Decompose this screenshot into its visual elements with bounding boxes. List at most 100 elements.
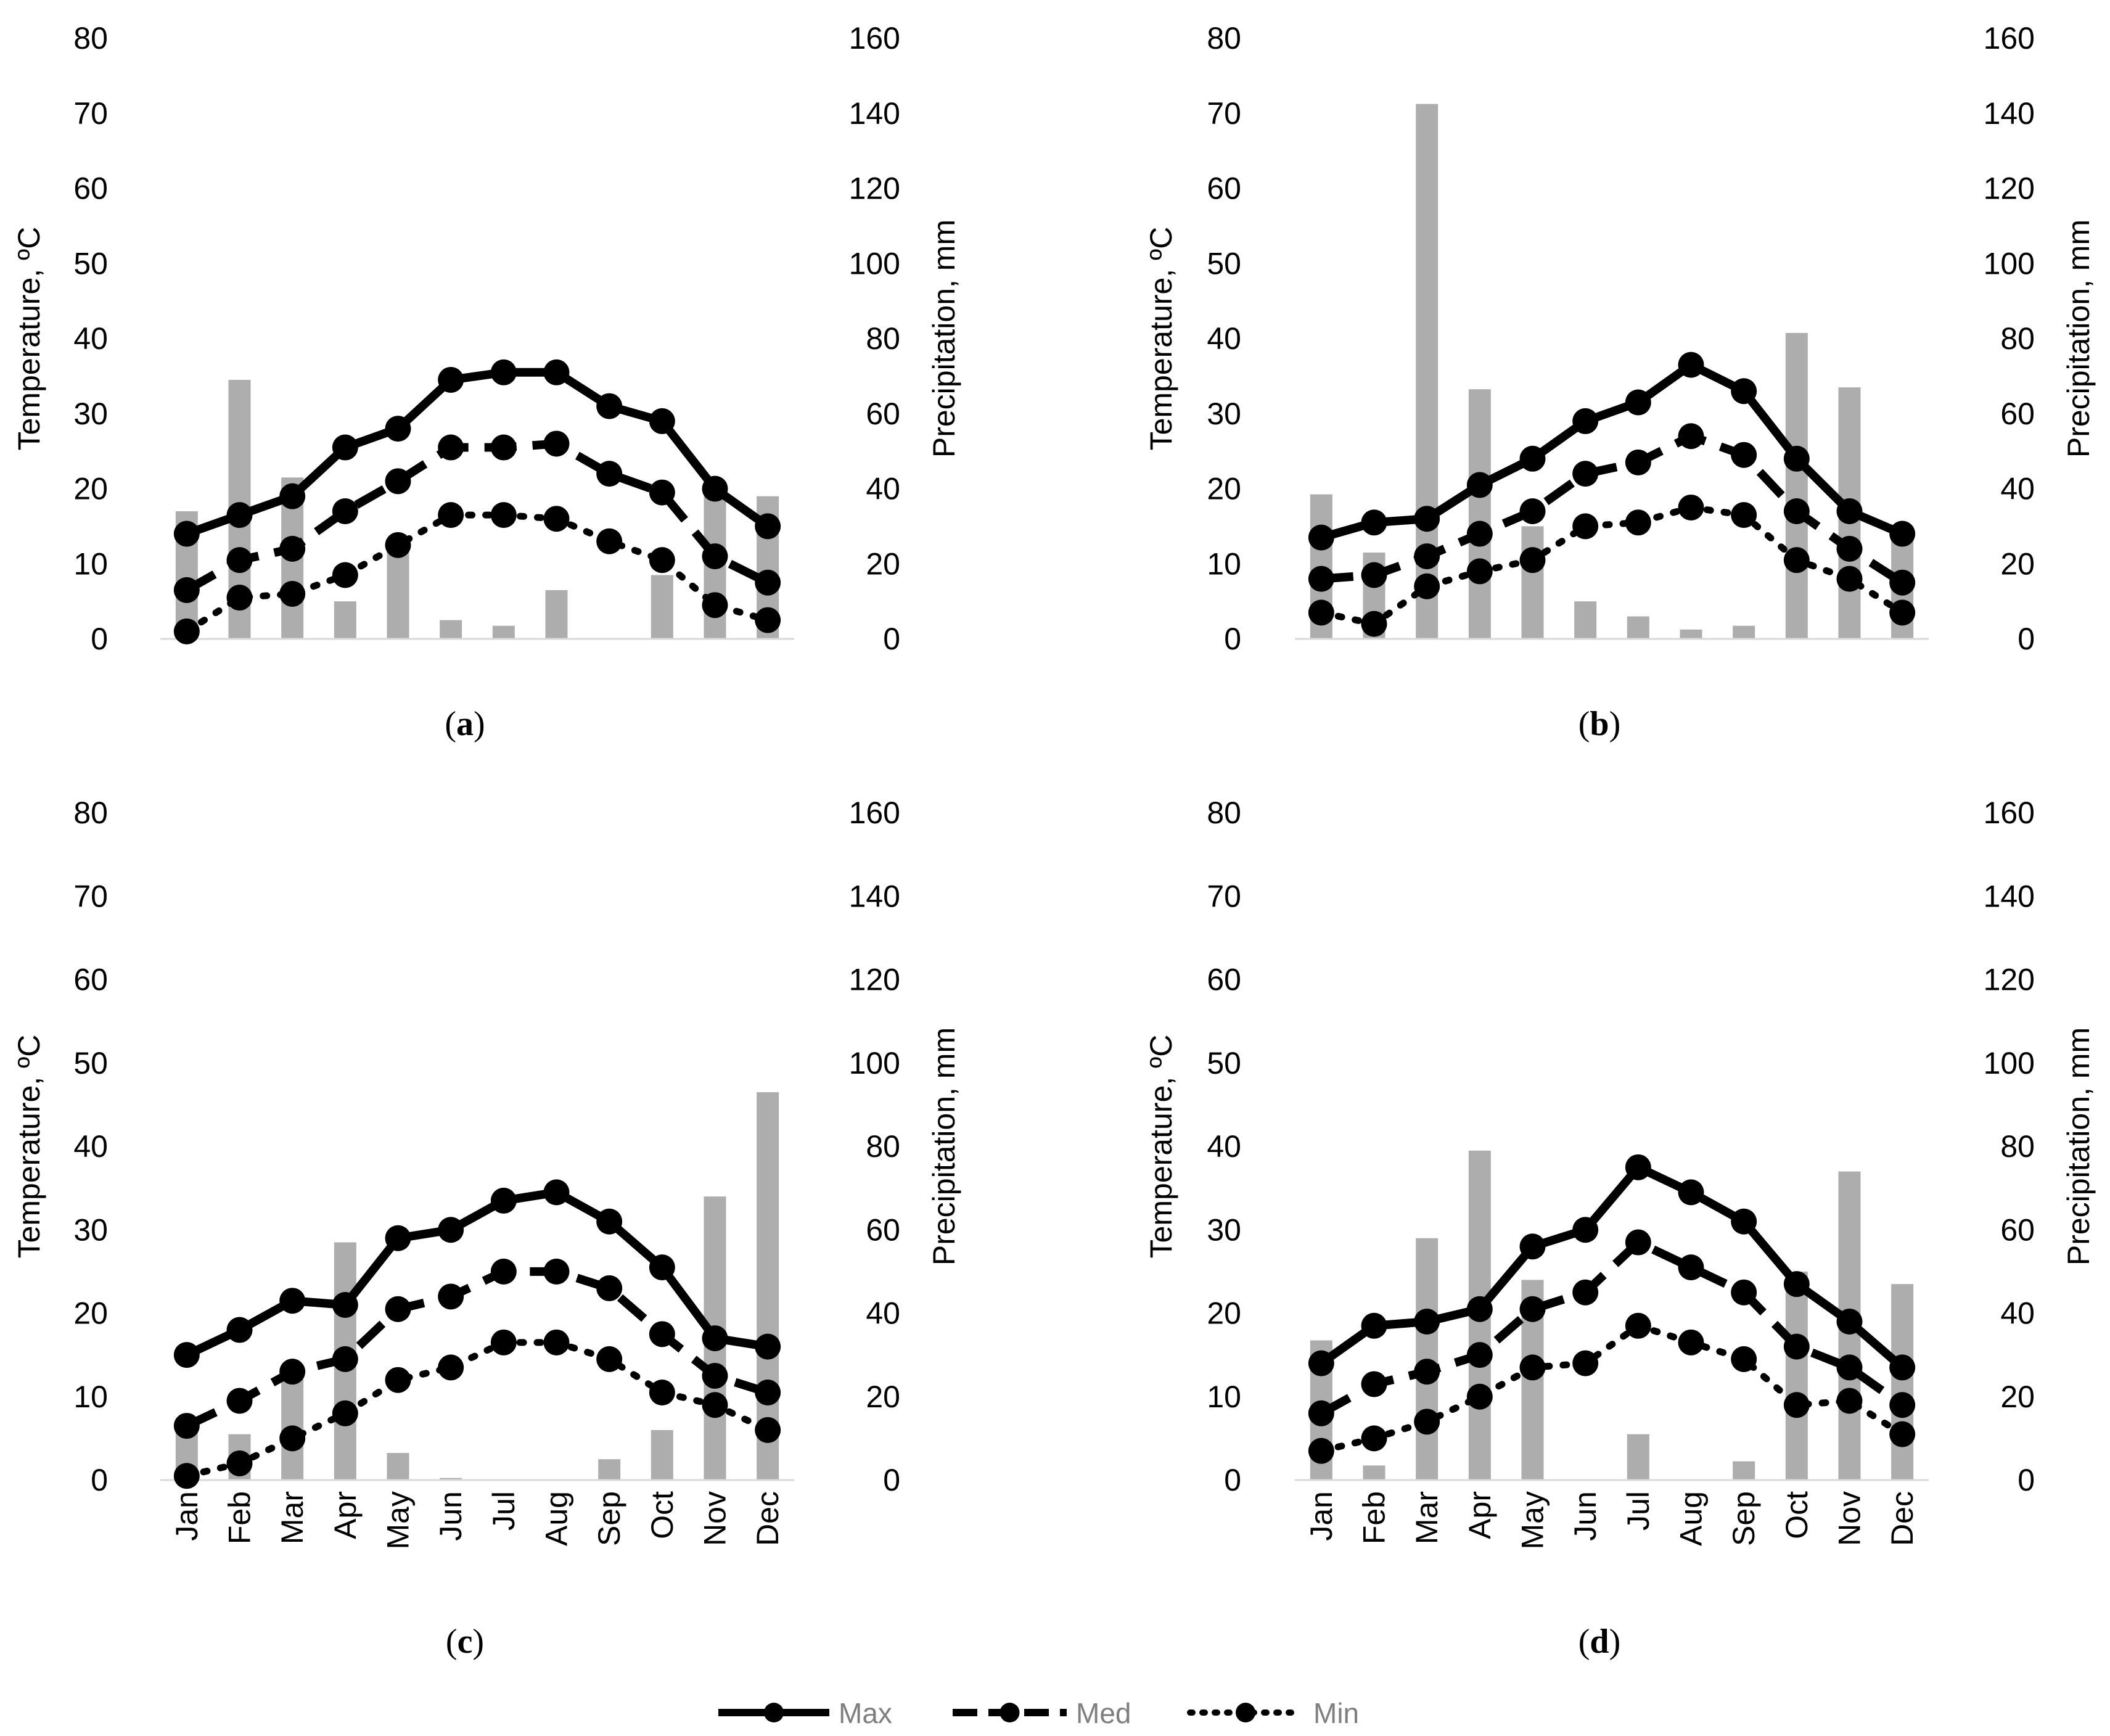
y2tick-label: 60 bbox=[866, 397, 900, 431]
point-med-sep bbox=[596, 1275, 623, 1301]
y2tick-label: 120 bbox=[849, 171, 900, 206]
ytick-label: 50 bbox=[73, 1046, 108, 1080]
y2tick-label: 80 bbox=[866, 321, 900, 356]
point-med-oct bbox=[649, 1321, 675, 1347]
point-max-apr bbox=[1466, 472, 1493, 498]
point-max-aug bbox=[543, 1179, 570, 1206]
precip-bar-may bbox=[1521, 526, 1544, 639]
chart-panel-3: 0 10 20 30 40 50 60 70 80 0 20 40 60 80 100 120 140 160 Te… bbox=[12, 796, 961, 1661]
point-max-dec bbox=[755, 513, 781, 540]
point-med-feb bbox=[226, 1388, 253, 1414]
series-line-med bbox=[184, 439, 770, 594]
y2tick-label: 160 bbox=[1984, 21, 2035, 56]
ytick-label: 80 bbox=[73, 796, 108, 830]
point-med-feb bbox=[1361, 1371, 1387, 1397]
ytick-label: 40 bbox=[1207, 1129, 1241, 1164]
point-med-sep bbox=[1731, 442, 1757, 468]
point-min-may bbox=[385, 532, 411, 558]
precip-bar-dec bbox=[1891, 1284, 1914, 1480]
ytick-label: 10 bbox=[73, 1380, 108, 1414]
point-min-jul bbox=[490, 1329, 517, 1355]
point-max-mar bbox=[1414, 506, 1440, 532]
y2tick-label: 40 bbox=[2000, 472, 2035, 506]
precip-bar-sep bbox=[598, 1459, 621, 1480]
precip-bar-jul bbox=[1627, 1434, 1649, 1480]
series-line-max bbox=[1318, 1162, 1905, 1371]
point-min-jun bbox=[1572, 1350, 1599, 1376]
ytick-label: 80 bbox=[1207, 21, 1241, 56]
point-med-dec bbox=[755, 569, 781, 596]
point-med-aug bbox=[543, 430, 570, 457]
ytick-label: 70 bbox=[73, 96, 108, 131]
xtick-label-jan: Jan bbox=[1304, 1491, 1339, 1541]
point-med-jan bbox=[173, 1413, 200, 1439]
xtick-label-aug: Aug bbox=[540, 1491, 574, 1546]
xtick-label-feb: Feb bbox=[1357, 1491, 1392, 1544]
ytick-label: 60 bbox=[1207, 171, 1241, 206]
ytick-label: 40 bbox=[73, 1129, 108, 1164]
ytick-label: 40 bbox=[1207, 321, 1241, 356]
xtick-label-jul: Jul bbox=[1621, 1491, 1656, 1531]
point-med-jun bbox=[1572, 1279, 1599, 1306]
point-med-oct bbox=[649, 479, 675, 506]
point-min-dec bbox=[755, 607, 781, 633]
point-min-apr bbox=[1466, 558, 1493, 585]
point-min-nov bbox=[702, 1392, 728, 1418]
y2tick-label: 100 bbox=[1984, 246, 2035, 281]
y2tick-label: 120 bbox=[1984, 963, 2035, 997]
ytick-label: 30 bbox=[1207, 397, 1241, 431]
xtick-label-apr: Apr bbox=[328, 1491, 363, 1539]
point-min-nov bbox=[1836, 566, 1863, 592]
ytick-label: 10 bbox=[1207, 546, 1241, 581]
point-med-oct bbox=[1783, 1333, 1810, 1360]
ytick-label: 70 bbox=[1207, 96, 1241, 131]
xtick-label-nov: Nov bbox=[698, 1491, 733, 1546]
point-max-sep bbox=[1731, 378, 1757, 405]
ytick-label: 20 bbox=[73, 472, 108, 506]
y2tick-label: 0 bbox=[2018, 622, 2035, 656]
ytick-label: 50 bbox=[1207, 246, 1241, 281]
precip-bar-aug bbox=[1680, 629, 1702, 639]
xtick-label-aug: Aug bbox=[1674, 1491, 1709, 1546]
point-min-jul bbox=[490, 502, 517, 529]
precip-bar-apr bbox=[1468, 389, 1491, 639]
y2tick-label: 100 bbox=[849, 246, 900, 281]
point-max-feb bbox=[226, 1317, 253, 1343]
point-max-jun bbox=[438, 1217, 464, 1243]
precip-bar-jun bbox=[1574, 601, 1597, 639]
xtick-label-mar: Mar bbox=[1410, 1491, 1444, 1544]
point-max-feb bbox=[1361, 1312, 1387, 1339]
point-min-dec bbox=[755, 1417, 781, 1443]
point-min-oct bbox=[649, 1379, 675, 1405]
y2tick-label: 140 bbox=[849, 879, 900, 913]
point-min-sep bbox=[596, 1346, 623, 1372]
point-min-jul bbox=[1625, 1312, 1651, 1339]
point-min-jul bbox=[1625, 509, 1651, 536]
ytick-label: 20 bbox=[73, 1296, 108, 1331]
legend: Max Med Min bbox=[718, 1697, 1359, 1729]
point-max-dec bbox=[1889, 520, 1916, 547]
precip-bar-oct bbox=[1785, 1271, 1808, 1480]
point-max-aug bbox=[1678, 1179, 1704, 1206]
y2tick-label: 0 bbox=[883, 1463, 900, 1497]
point-max-jan bbox=[1308, 524, 1334, 551]
point-med-jul bbox=[490, 434, 517, 461]
legend-marker-min bbox=[1236, 1703, 1255, 1722]
point-med-may bbox=[1519, 498, 1546, 525]
panel-label: (b) bbox=[1578, 705, 1620, 743]
point-min-jun bbox=[438, 502, 464, 529]
y2tick-label: 60 bbox=[866, 1212, 900, 1247]
point-min-jan bbox=[173, 1463, 200, 1489]
ytick-label: 0 bbox=[91, 1463, 108, 1497]
point-min-jun bbox=[438, 1354, 464, 1381]
point-med-dec bbox=[1889, 1392, 1916, 1418]
precip-bar-dec bbox=[757, 1092, 779, 1480]
point-min-sep bbox=[1731, 502, 1757, 529]
point-med-jun bbox=[438, 434, 464, 461]
ytick-label: 20 bbox=[1207, 1296, 1241, 1331]
ylabel: Temperature, ºC bbox=[12, 1035, 46, 1259]
ytick-label: 40 bbox=[73, 321, 108, 356]
point-min-dec bbox=[1889, 1421, 1916, 1447]
point-med-apr bbox=[332, 1346, 358, 1372]
xtick-label-dec: Dec bbox=[1885, 1491, 1919, 1546]
